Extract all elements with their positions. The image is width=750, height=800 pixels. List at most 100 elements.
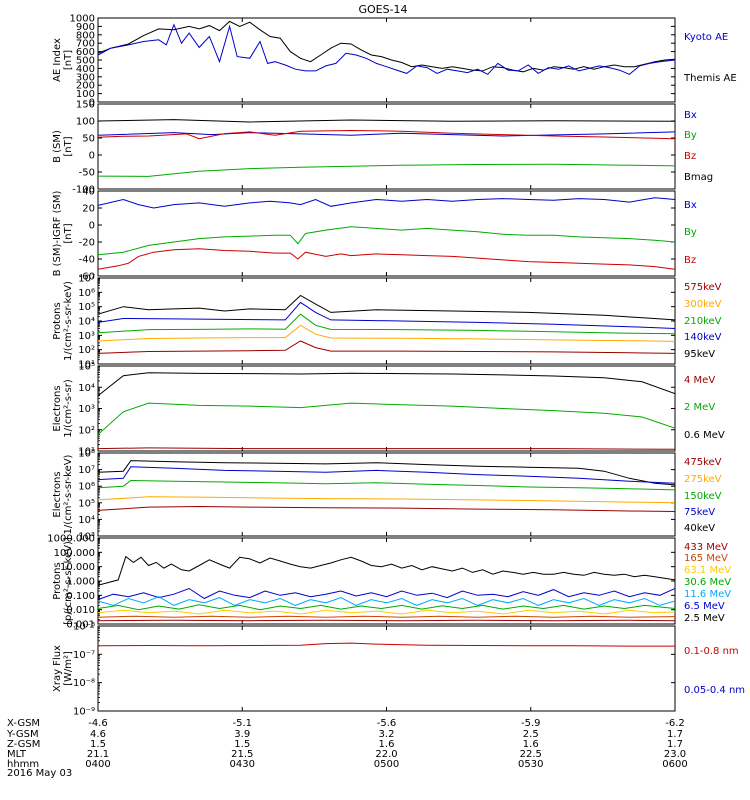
y-axis-label: 1/(cm²-s-sr-keV): [63, 454, 74, 534]
legend-entry: 575keV: [684, 282, 722, 293]
series-line: [98, 301, 675, 329]
y-tick-label: 10⁻⁹: [73, 707, 95, 718]
x-row-value: 3.2: [379, 729, 395, 740]
y-axis-label: B (SM): [52, 130, 63, 163]
series-line: [98, 466, 675, 484]
legend-entry: 95keV: [684, 349, 715, 360]
legend-entry: 275keV: [684, 474, 722, 485]
y-tick-label: 10⁶: [78, 482, 95, 493]
y-tick-label: 40: [82, 187, 95, 198]
series-line: [98, 505, 675, 512]
series-line: [98, 324, 675, 342]
legend-entry: 475keV: [684, 457, 722, 468]
y-tick-label: 10⁴: [78, 317, 95, 328]
x-row-label: MLT: [7, 749, 27, 760]
y-tick-label: 10⁵: [78, 362, 95, 373]
y-tick-label: 700: [76, 39, 95, 50]
panel-protons_low: 10¹ 10² 10³ 10⁴ 10⁵ 10⁶ 10⁷ Protons 1/(cm²-s-sr-…: [52, 274, 722, 371]
y-tick-label: 1000: [70, 14, 95, 25]
legend-entry: 40keV: [684, 523, 715, 534]
legend-entry: Bmag: [684, 172, 713, 183]
series-line: [98, 642, 675, 647]
y-axis-label: Protons: [52, 302, 63, 339]
series-line: [98, 129, 675, 140]
y-tick-label: 900: [76, 22, 95, 33]
series-line: [98, 313, 675, 335]
y-tick-label: 150: [76, 100, 95, 111]
panel-frame: [97, 537, 676, 625]
legend-entry: Bx: [684, 110, 697, 121]
y-tick-label: 1.000: [66, 577, 95, 588]
x-row-value: 4.6: [90, 729, 106, 740]
x-row-value: 3.9: [234, 729, 250, 740]
panel-xray: 10⁻⁹ 10⁻⁸ 10⁻⁷ 10⁻⁶ Xray Flux [W/m²] 0.1-0.8 n…: [52, 622, 745, 718]
x-row-label: X-GSM: [7, 718, 40, 729]
series-line: [98, 596, 675, 606]
x-row-value: 0430: [230, 759, 255, 770]
y-tick-label: 0: [89, 221, 95, 232]
panel-frame: [97, 17, 676, 103]
y-tick-label: 10⁵: [78, 498, 95, 509]
y-axis-label: Electrons: [52, 471, 63, 517]
x-row-value: 1.5: [234, 739, 250, 750]
chart-title: GOES-14: [358, 3, 407, 16]
y-tick-label: 10.000: [60, 562, 95, 573]
series-line: [98, 248, 675, 270]
y-axis-label: Xray Flux: [52, 645, 63, 692]
y-tick-label: 10³: [78, 331, 95, 342]
y-tick-label: 10⁵: [78, 302, 95, 313]
series-line: [98, 163, 675, 177]
series-line: [98, 496, 675, 504]
y-tick-label: 10⁻⁷: [73, 650, 95, 661]
legend-entry: 6.5 MeV: [684, 601, 725, 612]
series-line: [98, 402, 675, 435]
series-line: [98, 23, 675, 75]
panel-frame: [97, 452, 676, 537]
y-axis-label: Electrons: [52, 385, 63, 431]
series-line: [98, 226, 675, 256]
x-row-label: Z-GSM: [7, 739, 40, 750]
panel-bsm: -100 -50 0 50 100 150 B (SM) [nT] Bx By Bz Bmag: [52, 100, 713, 196]
y-tick-label: 100: [76, 89, 95, 100]
series-line: [98, 294, 675, 321]
legend-entry: Themis AE: [683, 73, 737, 84]
legend-entry: By: [684, 227, 697, 238]
legend-entry: 75keV: [684, 507, 715, 518]
panel-frame: [97, 103, 676, 190]
y-tick-label: 500: [76, 56, 95, 67]
y-axis-label: 1/(cm²-s-sr-keV): [63, 281, 74, 361]
y-tick-label: 50: [82, 134, 95, 145]
series-line: [98, 197, 675, 209]
x-row-value: 1.6: [379, 739, 395, 750]
x-row-value: -5.9: [521, 718, 541, 729]
x-row-value: -4.6: [88, 718, 108, 729]
y-axis-label: AE Index: [52, 38, 63, 82]
panel-frame: [97, 365, 676, 452]
legend-entry: 0.6 MeV: [684, 430, 725, 441]
y-tick-label: 10⁻⁶: [73, 622, 95, 633]
legend-entry: Kyoto AE: [684, 32, 728, 43]
legend-entry: 4 MeV: [684, 375, 715, 386]
y-axis-label: [nT]: [63, 223, 74, 243]
series-line: [98, 340, 675, 354]
series-line: [98, 372, 675, 397]
panel-protons_mev: 0.001 0.010 0.100 1.000 10.000 100.000 1000.00…: [47, 534, 731, 631]
y-axis-label: B (SM)-IGRF (SM): [52, 191, 63, 277]
x-row-value: -5.1: [232, 718, 252, 729]
y-tick-label: 100.000: [54, 548, 95, 559]
y-tick-label: -50: [79, 168, 95, 179]
y-tick-label: -20: [79, 238, 95, 249]
x-row-value: 23.0: [664, 749, 686, 760]
series-line: [98, 587, 675, 601]
legend-entry: 433 MeV: [684, 542, 728, 553]
y-tick-label: 10²: [78, 425, 95, 436]
y-tick-label: 10³: [78, 404, 95, 415]
x-row-value: 1.7: [667, 729, 683, 740]
x-row-value: 22.5: [520, 749, 542, 760]
y-axis-label: 1/(cm²-s-sr): [63, 379, 74, 438]
series-line: [98, 609, 675, 615]
x-row-value: -6.2: [665, 718, 685, 729]
y-tick-label: 10⁷: [78, 465, 95, 476]
